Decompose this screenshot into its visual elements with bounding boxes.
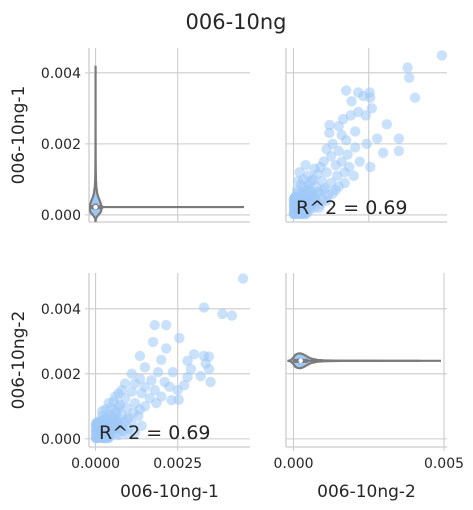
x-tick-label: 0.0025 (153, 456, 202, 472)
data-point (372, 133, 382, 143)
data-point (166, 395, 176, 405)
data-point (168, 367, 178, 377)
data-point (306, 176, 316, 186)
data-point (161, 320, 171, 330)
data-point (350, 126, 360, 136)
plot-area (91, 273, 249, 443)
data-point (333, 121, 343, 131)
data-point (339, 167, 349, 177)
data-point (127, 369, 137, 379)
data-point (361, 110, 371, 120)
data-point (318, 185, 328, 195)
y-tick-label: 0.002 (41, 137, 81, 153)
data-point (136, 388, 146, 398)
data-point (350, 142, 360, 152)
data-point (148, 337, 158, 347)
data-point (204, 364, 214, 374)
data-point (410, 93, 420, 103)
violin-median (299, 359, 303, 363)
data-point (204, 351, 214, 361)
panel-bottom-left: R^2 = 0.69 0.000 0.002 0.004 0.0000 0.0025 006… (9, 273, 250, 502)
data-point (341, 135, 351, 145)
data-point (349, 171, 359, 181)
data-point (140, 362, 150, 372)
data-point (330, 160, 340, 170)
data-point (382, 119, 392, 129)
panel-bottom-right: 0.000 0.005 006-10ng-2 (273, 273, 464, 502)
y-tick-label: 0.000 (41, 432, 81, 448)
y-axis-label: 006-10ng-1 (9, 86, 29, 185)
data-point (300, 160, 310, 170)
data-point (404, 73, 414, 83)
violin-median (93, 205, 97, 209)
data-point (97, 406, 107, 416)
plot-area (289, 50, 447, 219)
data-point (402, 62, 412, 72)
data-point (153, 367, 163, 377)
y-tick-label: 0.004 (41, 302, 81, 318)
data-point (161, 343, 171, 353)
data-point (293, 176, 303, 186)
data-point (117, 385, 127, 395)
y-tick-label: 0.004 (41, 66, 81, 82)
x-tick-label: 0.005 (424, 456, 464, 472)
data-point (182, 356, 192, 366)
data-point (156, 355, 166, 365)
data-point (341, 85, 351, 95)
data-point (196, 371, 206, 381)
x-tick-label: 0.000 (273, 456, 313, 472)
data-point (437, 50, 447, 60)
data-point (113, 401, 123, 411)
y-axis-label: 006-10ng-2 (9, 311, 29, 410)
data-point (135, 351, 145, 361)
data-point (130, 378, 140, 388)
r-squared-annotation: R^2 = 0.69 (296, 197, 408, 219)
data-point (361, 139, 371, 149)
data-point (394, 146, 404, 156)
x-tick-label: 0.0000 (71, 456, 120, 472)
data-point (238, 273, 248, 283)
x-axis-label: 006-10ng-1 (120, 482, 219, 502)
data-point (324, 128, 334, 138)
panel-top-right: R^2 = 0.69 (286, 48, 447, 222)
data-point (378, 148, 388, 158)
plot-area (288, 353, 441, 368)
data-point (159, 377, 169, 387)
data-point (321, 167, 331, 177)
data-point (133, 411, 143, 421)
data-point (365, 162, 375, 172)
data-point (205, 377, 215, 387)
data-point (333, 181, 343, 191)
panel-top-left: 0.000 0.002 0.004 006-10ng-1 (9, 48, 250, 224)
figure-title: 006-10ng (185, 10, 286, 34)
data-point (217, 309, 227, 319)
data-point (394, 133, 404, 143)
r-squared-annotation: R^2 = 0.69 (99, 422, 211, 444)
data-point (346, 96, 356, 106)
data-point (353, 87, 363, 97)
data-point (199, 302, 209, 312)
data-point (150, 320, 160, 330)
data-point (355, 156, 365, 166)
data-point (364, 87, 374, 97)
data-point (309, 164, 319, 174)
data-point (227, 310, 237, 320)
y-tick-label: 0.000 (41, 208, 81, 224)
y-tick-label: 0.002 (41, 367, 81, 383)
data-point (174, 333, 184, 343)
x-axis-label: 006-10ng-2 (317, 482, 416, 502)
